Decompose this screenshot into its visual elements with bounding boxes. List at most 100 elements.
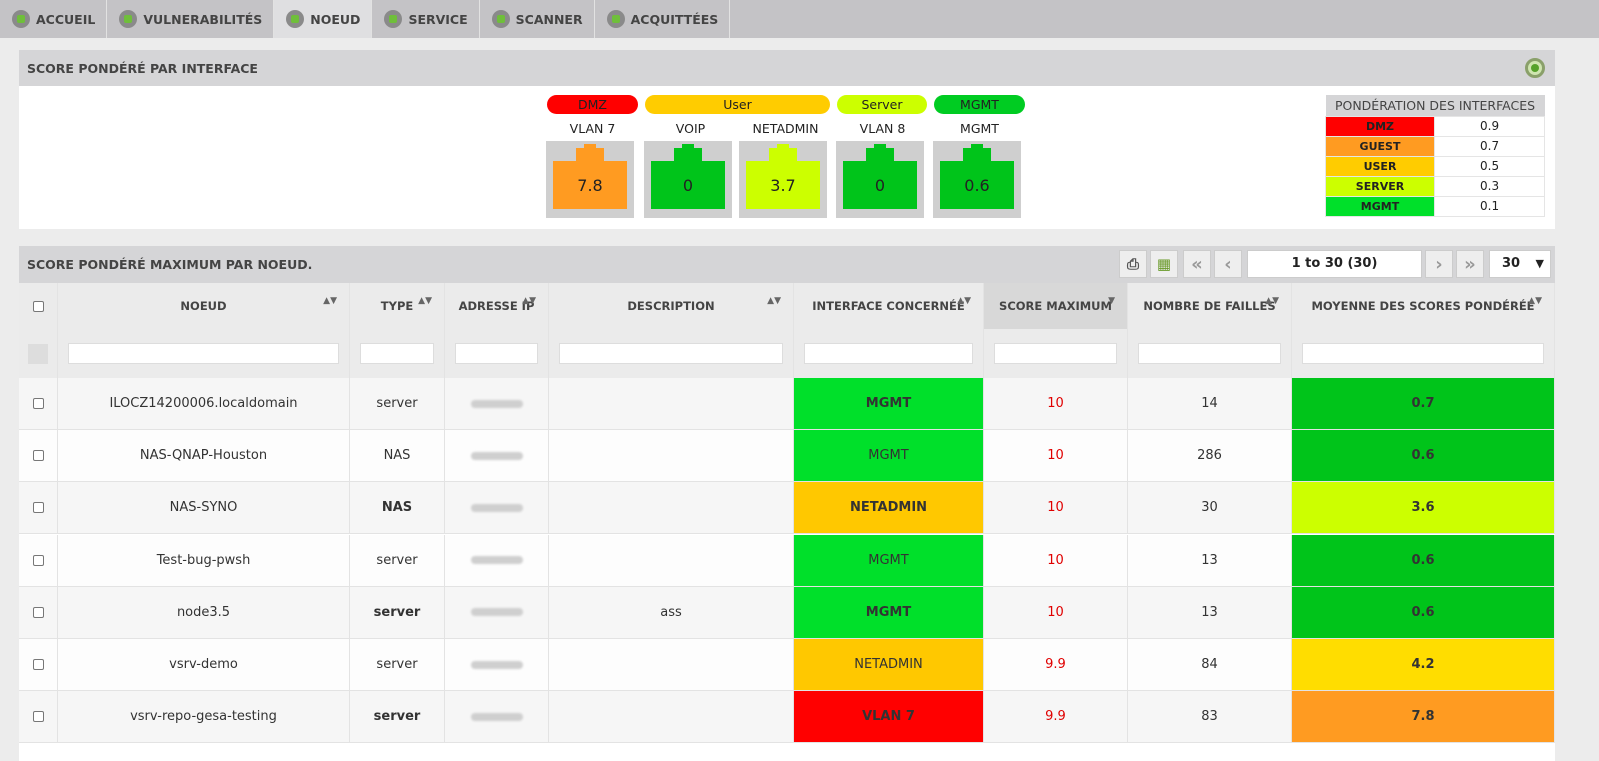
table-cell bbox=[549, 534, 794, 586]
interface-score: 3.7 bbox=[746, 161, 820, 209]
table-row[interactable]: vsrv-demo server NETADMIN 9.9 84 4.2 bbox=[19, 639, 1555, 691]
table-cell: vsrv-repo-gesa-testing bbox=[58, 691, 350, 743]
tab-acquittees[interactable]: ACQUITTÉES bbox=[595, 0, 731, 38]
col-label: NOEUD bbox=[180, 299, 227, 313]
prev-page-button[interactable]: ‹ bbox=[1214, 250, 1242, 278]
filter-input-moyenne[interactable] bbox=[1302, 343, 1544, 364]
ethernet-port-icon: 0.6 bbox=[933, 141, 1021, 218]
table-cell: MGMT bbox=[794, 534, 984, 586]
col-header-type[interactable]: TYPE ▲▼ bbox=[350, 283, 445, 329]
failles-count: 13 bbox=[1201, 604, 1218, 620]
tab-label: VULNERABILITÉS bbox=[143, 11, 263, 27]
tab-label: SCANNER bbox=[515, 11, 583, 27]
table-cell: MGMT bbox=[794, 430, 984, 482]
ip-address-redacted bbox=[470, 556, 523, 565]
settings-gear-icon[interactable] bbox=[1525, 58, 1545, 78]
table-cell: server bbox=[350, 691, 445, 743]
col-header-moyenne[interactable]: MOYENNE DES SCORES PONDÉRÉE ▲▼ bbox=[1292, 283, 1555, 329]
table-cell: node3.5 bbox=[58, 586, 350, 638]
table-row[interactable]: vsrv-repo-gesa-testing server VLAN 7 9.9 83 7… bbox=[19, 691, 1555, 744]
filter-input-score-max[interactable] bbox=[994, 343, 1117, 364]
col-header-interface[interactable]: INTERFACE CONCERNÉE ▲▼ bbox=[794, 283, 984, 329]
last-page-button[interactable]: » bbox=[1456, 250, 1484, 278]
table-cell: NAS-QNAP-Houston bbox=[58, 430, 350, 482]
filter-cell bbox=[984, 329, 1128, 378]
filter-input-failles[interactable] bbox=[1138, 343, 1281, 364]
shield-icon bbox=[119, 10, 138, 28]
filter-input-noeud[interactable] bbox=[68, 343, 339, 364]
table-row[interactable]: NAS-QNAP-Houston NAS MGMT 10 286 0.6 bbox=[19, 430, 1555, 483]
col-header-failles[interactable]: NOMBRE DE FAILLES ▲▼ bbox=[1128, 283, 1292, 329]
sort-icon: ▲▼ bbox=[323, 296, 337, 306]
tab-service[interactable]: SERVICE bbox=[372, 0, 480, 38]
avg-score: 7.8 bbox=[1411, 709, 1435, 725]
failles-count: 14 bbox=[1201, 396, 1218, 411]
select-all-cell bbox=[19, 283, 58, 329]
failles-count: 286 bbox=[1197, 448, 1222, 464]
tab-vulnerabilites[interactable]: VULNERABILITÉS bbox=[107, 0, 275, 38]
table-cell bbox=[19, 534, 58, 586]
row-checkbox[interactable] bbox=[32, 554, 44, 566]
chevron-down-icon: ▼ bbox=[1535, 257, 1544, 270]
row-checkbox[interactable] bbox=[32, 606, 44, 618]
ip-address-redacted bbox=[470, 399, 523, 408]
filter-input-description[interactable] bbox=[559, 343, 783, 364]
filter-cell bbox=[1128, 329, 1292, 378]
weight-label: SERVER bbox=[1325, 175, 1435, 197]
sort-icon: ▲▼ bbox=[1528, 296, 1542, 306]
row-checkbox[interactable] bbox=[32, 502, 44, 514]
node-name: vsrv-demo bbox=[169, 657, 238, 672]
table-cell: 0.6 bbox=[1292, 534, 1555, 586]
row-checkbox[interactable] bbox=[32, 398, 44, 409]
table-row[interactable]: ILOCZ14200006.localdomain server MGMT 10 14 0… bbox=[19, 378, 1555, 430]
max-score: 10 bbox=[1047, 552, 1064, 568]
tab-noeud[interactable]: NOEUD bbox=[274, 0, 373, 38]
filter-input-type[interactable] bbox=[360, 343, 434, 364]
filter-cell bbox=[19, 329, 58, 378]
select-all-checkbox[interactable] bbox=[32, 300, 44, 312]
table-cell: Test-bug-pwsh bbox=[58, 534, 350, 586]
max-score: 9.9 bbox=[1045, 709, 1066, 725]
page-size-select[interactable]: 30 ▼ bbox=[1489, 250, 1551, 278]
first-page-button[interactable]: « bbox=[1183, 250, 1211, 278]
tab-label: ACQUITTÉES bbox=[630, 11, 719, 27]
col-header-noeud[interactable]: NOEUD ▲▼ bbox=[58, 283, 350, 329]
col-header-score-max[interactable]: SCORE MAXIMUM ▼ bbox=[984, 283, 1128, 329]
col-header-ip[interactable]: ADRESSE IP ▲▼ bbox=[445, 283, 549, 329]
interface-name: NETADMIN bbox=[752, 121, 819, 136]
row-checkbox[interactable] bbox=[32, 450, 44, 462]
table-cell: 13 bbox=[1128, 586, 1292, 638]
table-cell: 0.7 bbox=[1292, 378, 1555, 429]
table-cell bbox=[19, 482, 58, 534]
filter-cell bbox=[350, 329, 445, 378]
interface-name: NETADMIN bbox=[854, 657, 923, 672]
failles-count: 84 bbox=[1201, 657, 1218, 672]
tab-scanner[interactable]: SCANNER bbox=[480, 0, 595, 38]
table-cell: MGMT bbox=[794, 378, 984, 429]
table-cell: NETADMIN bbox=[794, 639, 984, 690]
col-header-description[interactable]: DESCRIPTION ▲▼ bbox=[549, 283, 794, 329]
filter-row bbox=[19, 329, 1555, 378]
node-name: NAS-QNAP-Houston bbox=[139, 448, 268, 464]
row-checkbox[interactable] bbox=[32, 711, 44, 723]
row-checkbox[interactable] bbox=[32, 659, 44, 670]
interface-name: VLAN 8 bbox=[859, 121, 906, 136]
table-row[interactable]: node3.5 server ass MGMT 10 13 0.6 bbox=[19, 586, 1555, 639]
weight-label: GUEST bbox=[1325, 135, 1435, 157]
table-header-row: NOEUD ▲▼ TYPE ▲▼ ADRESSE IP ▲▼ DESCRIPTION ▲… bbox=[19, 283, 1555, 329]
table-row[interactable]: Test-bug-pwsh server MGMT 10 13 0.6 bbox=[19, 534, 1555, 587]
filter-input-ip[interactable] bbox=[455, 343, 538, 364]
next-page-button[interactable]: › bbox=[1425, 250, 1453, 278]
columns-grid-icon[interactable]: ▦ bbox=[1150, 250, 1178, 278]
interface-name: MGMT bbox=[865, 396, 912, 411]
interface-name: VOIP bbox=[675, 121, 706, 136]
table-cell: 0.6 bbox=[1292, 430, 1555, 482]
tab-accueil[interactable]: ACCUEIL bbox=[0, 0, 108, 38]
page-info: 1 to 30 (30) bbox=[1247, 250, 1422, 278]
table-row[interactable]: NAS-SYNO NAS NETADMIN 10 30 3.6 bbox=[19, 482, 1555, 535]
filter-input-interface[interactable] bbox=[804, 343, 973, 364]
table-cell: 7.8 bbox=[1292, 691, 1555, 743]
table-cell bbox=[19, 430, 58, 482]
print-icon[interactable]: ⎙ bbox=[1119, 250, 1147, 278]
table-cell: 0.6 bbox=[1292, 586, 1555, 638]
